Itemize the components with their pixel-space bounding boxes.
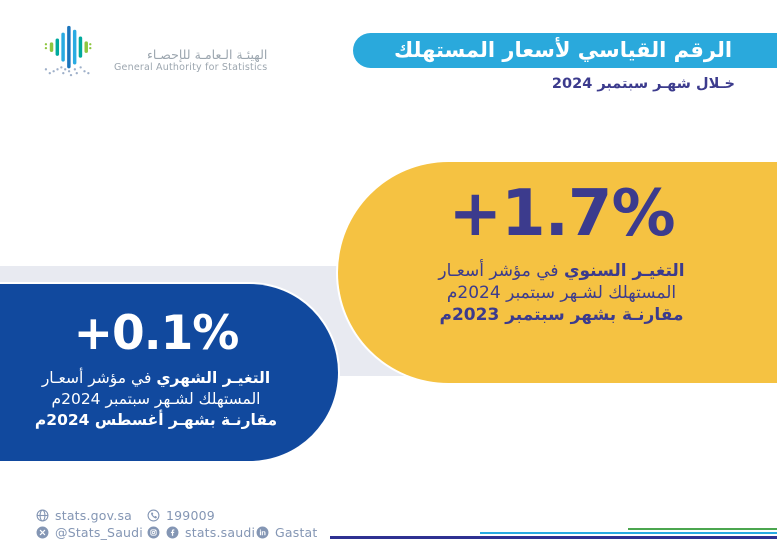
monthly-desc-line1: التغيـر الشهري في مؤشر أسعـار [35, 368, 277, 389]
annual-change-card: +1.7% التغيـر السنوي في مؤشر أسعـار المس… [338, 162, 777, 383]
monthly-change-description: التغيـر الشهري في مؤشر أسعـار المستهلك ل… [35, 368, 277, 431]
x-handle-text: @Stats_Saudi [55, 525, 143, 540]
phone-text: 199009 [166, 508, 215, 523]
globe-icon [36, 509, 49, 522]
monthly-desc-line1-rest: في مؤشر أسعـار [41, 369, 152, 387]
monthly-desc-line2: المستهلك لشـهر سبتمبر 2024م [51, 389, 261, 408]
annual-change-value: +1.7% [448, 177, 675, 251]
page-title: الرقم القياسي لأسعار المستهلك [393, 37, 733, 62]
accent-line-navy [330, 536, 777, 539]
monthly-change-card: +0.1% التغيـر الشهري في مؤشر أسعـار المس… [0, 284, 338, 461]
accent-line-cyan [480, 532, 777, 534]
x-contact: @Stats_Saudi [36, 525, 143, 540]
gastat-logo: الهيئـة الـعامـة للإحصـاء General Author… [38, 24, 267, 78]
social-handle-text: stats.saudi [185, 525, 256, 540]
monthly-change-value: +0.1% [73, 306, 240, 361]
annual-desc-line3: مقارنـة بشهر سبتمبر 2023م [439, 305, 684, 326]
website-text: stats.gov.sa [55, 508, 133, 523]
phone-contact: 199009 [147, 508, 215, 523]
linkedin-contact: Gastat [256, 525, 318, 540]
x-twitter-icon [36, 526, 49, 539]
gastat-logo-wordmark: الهيئـة الـعامـة للإحصـاء General Author… [114, 28, 267, 73]
annual-desc-line2: المستهلك لشـهر سبتمبر 2024م [446, 283, 677, 304]
social-contact: stats.saudi [147, 525, 255, 540]
annual-desc-lead: التغيـر السنوي [563, 261, 685, 281]
logo-name-english: General Authority for Statistics [114, 61, 268, 73]
annual-desc-line1: التغيـر السنوي في مؤشر أسعـار [438, 260, 684, 282]
linkedin-icon [256, 526, 269, 539]
annual-change-description: التغيـر السنوي في مؤشر أسعـار المستهلك ل… [438, 260, 684, 326]
gastat-logo-icon [44, 25, 92, 77]
instagram-icon [147, 526, 160, 539]
period-subtitle: خـلال شهـر سبتمبر 2024 [551, 76, 735, 92]
accent-line-green [628, 528, 777, 530]
linkedin-handle-text: Gastat [275, 525, 318, 540]
facebook-icon [166, 526, 179, 539]
logo-name-arabic: الهيئـة الـعامـة للإحصـاء [146, 47, 268, 63]
monthly-desc-lead: التغيـر الشهري [156, 369, 271, 387]
monthly-desc-line3: مقارنـة بشهـر أغسطس 2024م [34, 410, 278, 429]
website-contact: stats.gov.sa [36, 508, 132, 523]
annual-desc-line1-rest: في مؤشر أسعـار [438, 261, 559, 281]
title-banner: الرقم القياسي لأسعار المستهلك [353, 33, 777, 68]
phone-icon [147, 509, 160, 522]
